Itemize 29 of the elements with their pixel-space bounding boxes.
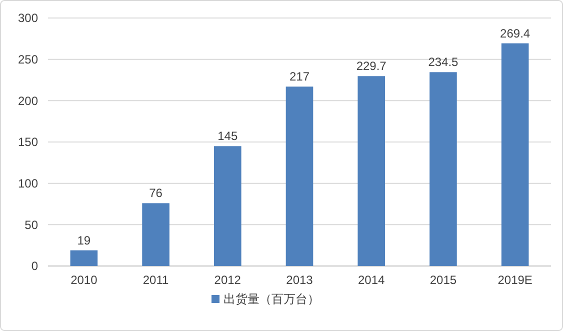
data-label: 19 — [77, 233, 91, 248]
data-label: 234.5 — [428, 55, 459, 70]
legend-label: 出货量（百万台） — [224, 292, 320, 306]
x-tick-label: 2011 — [142, 273, 170, 287]
y-tick-label: 50 — [24, 218, 38, 232]
y-tick-label: 200 — [18, 94, 38, 108]
x-tick-label: 2019E — [498, 273, 532, 287]
x-tick-label: 2010 — [70, 273, 98, 287]
x-tick-label: 2014 — [358, 273, 386, 287]
bar — [142, 203, 170, 266]
bar — [214, 146, 242, 266]
y-tick-label: 100 — [18, 176, 38, 191]
data-label: 229.7 — [356, 59, 387, 74]
bar — [286, 86, 314, 266]
data-label: 145 — [218, 129, 238, 144]
x-tick-label: 2013 — [286, 273, 314, 287]
y-tick-label: 300 — [18, 11, 38, 26]
y-tick-label: 250 — [18, 52, 38, 67]
bar — [358, 76, 386, 266]
x-tick-label: 2015 — [430, 273, 457, 287]
x-tick-label: 2012 — [214, 273, 242, 287]
bar — [501, 43, 529, 266]
bar — [430, 72, 457, 266]
y-tick-label: 0 — [31, 259, 38, 274]
data-label: 76 — [149, 186, 163, 200]
data-label: 217 — [289, 70, 310, 84]
y-tick-label: 150 — [18, 135, 38, 150]
data-label: 269.4 — [500, 26, 530, 40]
bar — [70, 250, 98, 266]
